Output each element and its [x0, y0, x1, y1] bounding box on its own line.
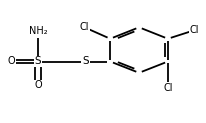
Text: Cl: Cl [163, 83, 173, 93]
Text: Cl: Cl [190, 25, 199, 35]
Text: O: O [34, 80, 42, 91]
Text: NH₂: NH₂ [29, 26, 47, 36]
Text: S: S [35, 56, 41, 67]
Text: O: O [7, 56, 15, 67]
Text: S: S [82, 56, 89, 67]
Text: Cl: Cl [80, 22, 89, 32]
